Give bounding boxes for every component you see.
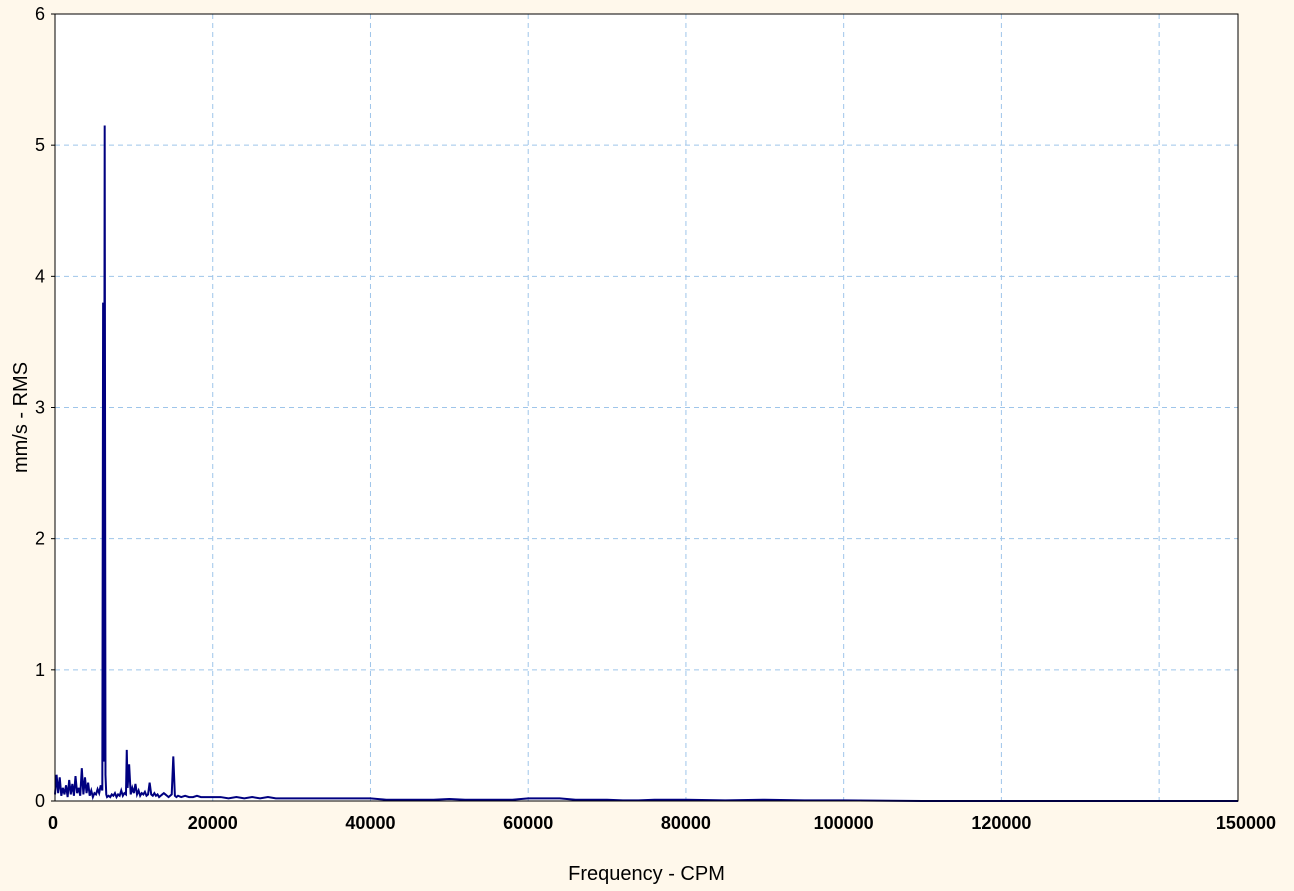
x-tick-label: 60000 [503,813,553,833]
y-tick-label: 0 [35,791,45,811]
x-tick-label: 100000 [814,813,874,833]
tick-layer: 0 20000 40000 60000 80000 100000 120000 150000 0… [35,4,1276,833]
x-tick-label: 20000 [188,813,238,833]
y-tick-label: 5 [35,135,45,155]
y-tick-label: 3 [35,398,45,418]
spectrum-line [54,125,1238,802]
plot-area [55,14,1238,801]
y-tick-label: 1 [35,660,45,680]
x-tick-label: 80000 [661,813,711,833]
x-tick-label: 0 [48,813,58,833]
y-axis-title: mm/s - RMS [10,362,32,473]
grid-layer [55,14,1238,801]
x-axis-title: Frequency - CPM [568,863,725,885]
x-tick-label: 120000 [971,813,1031,833]
x-tick-label: 150000 [1216,813,1276,833]
y-tick-label: 2 [35,529,45,549]
y-tick-label: 4 [35,266,45,286]
x-tick-label: 40000 [345,813,395,833]
series-layer [54,125,1238,802]
y-tick-label: 6 [35,4,45,24]
